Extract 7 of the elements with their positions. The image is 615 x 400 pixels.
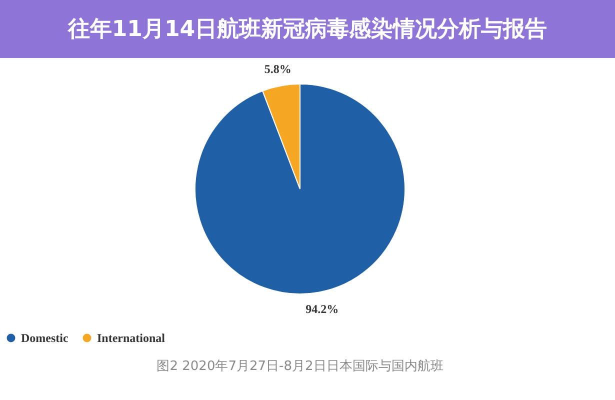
- data-label: 5.8%: [264, 62, 292, 76]
- legend-label: International: [97, 331, 166, 345]
- chart-title: 往年11月14日航班新冠病毒感染情况分析与报告: [0, 0, 615, 58]
- pie-slice: [194, 84, 406, 294]
- caption: 图2 2020年7月27日-8月2日日本国际与国内航班: [156, 359, 444, 374]
- legend-label: Domestic: [21, 331, 69, 345]
- data-label: 94.2%: [306, 302, 339, 316]
